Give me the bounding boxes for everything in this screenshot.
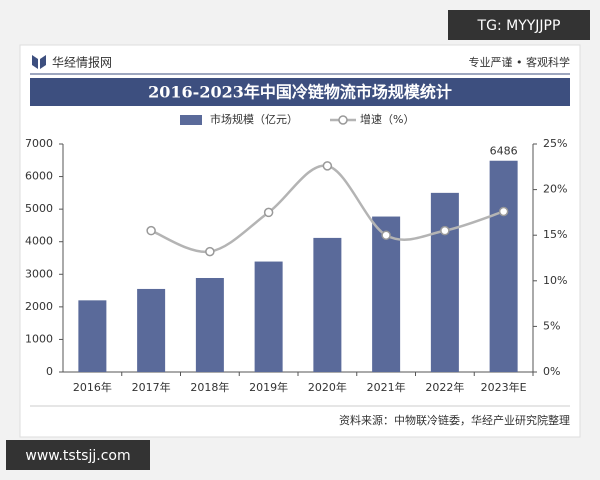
bar xyxy=(489,160,518,372)
y2-tick-label: 10% xyxy=(543,274,567,287)
bar xyxy=(78,300,107,372)
x-tick-label: 2019年 xyxy=(249,380,288,394)
source: 资料来源：中物联冷链委，华经产业研究院整理 xyxy=(339,413,570,427)
growth-marker xyxy=(440,225,450,236)
y-tick-label: 0 xyxy=(46,365,53,378)
y2-tick-label: 25% xyxy=(543,137,567,150)
y-tick-label: 2000 xyxy=(25,300,53,313)
x-tick-label: 2023年E xyxy=(481,380,527,394)
y-tick-label: 4000 xyxy=(25,235,53,248)
legend-swatch xyxy=(338,115,348,125)
legend-swatch xyxy=(180,115,202,125)
watermark: TG: MYYJJPP xyxy=(477,18,561,34)
x-tick-label: 2017年 xyxy=(132,380,171,394)
growth-marker xyxy=(263,207,274,218)
y-tick-label: 1000 xyxy=(25,332,53,345)
title-banner xyxy=(30,78,570,106)
growth-marker xyxy=(146,225,156,236)
y2-tick-label: 5% xyxy=(543,319,560,332)
y2-tick-label: 20% xyxy=(543,183,567,196)
brand: 华经情报网 xyxy=(52,55,112,70)
bar xyxy=(313,237,342,372)
bar xyxy=(137,288,166,372)
growth-marker xyxy=(381,230,391,240)
x-tick-label: 2021年 xyxy=(367,380,406,394)
y-tick-label: 5000 xyxy=(25,202,53,215)
growth-marker xyxy=(322,161,333,171)
x-tick-label: 2022年 xyxy=(425,380,464,394)
watermark-box xyxy=(448,10,590,40)
y-tick-label: 6000 xyxy=(25,170,53,183)
watermark: www.tstsjj.com xyxy=(25,448,130,464)
slogan: 专业严谨 • 客观科学 xyxy=(469,55,570,69)
y-tick-label: 3000 xyxy=(25,267,53,280)
logo xyxy=(32,55,46,69)
bar xyxy=(254,261,283,372)
x-tick-label: 2020年 xyxy=(308,380,347,394)
y-tick-label: 7000 xyxy=(25,137,53,150)
bar xyxy=(372,216,401,372)
y2-tick-label: 15% xyxy=(543,228,567,241)
data-label: 6486 xyxy=(490,145,518,158)
legend-label: 市场规模（亿元） xyxy=(210,112,298,126)
bar xyxy=(430,192,459,372)
chart-title: 2016-2023年中国冷链物流市场规模统计 xyxy=(148,83,452,102)
growth-marker xyxy=(205,246,215,257)
x-tick-label: 2018年 xyxy=(190,380,229,394)
y2-tick-label: 0% xyxy=(543,365,560,378)
growth-marker xyxy=(498,206,509,217)
x-tick-label: 2016年 xyxy=(73,380,112,394)
watermark-box xyxy=(6,440,150,470)
legend-label: 增速（%） xyxy=(360,112,414,126)
bar xyxy=(195,277,224,372)
